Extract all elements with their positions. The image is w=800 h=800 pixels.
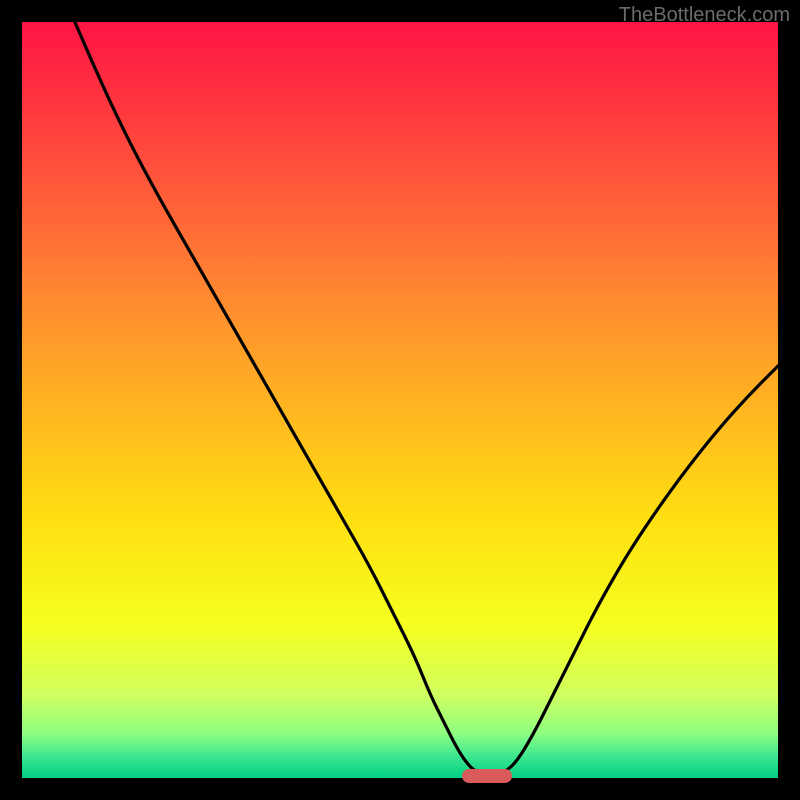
chart-svg bbox=[22, 22, 778, 778]
gradient-background bbox=[22, 22, 778, 778]
minimum-marker bbox=[462, 769, 512, 783]
chart-container: TheBottleneck.com bbox=[0, 0, 800, 800]
plot-area bbox=[22, 22, 778, 778]
watermark-text: TheBottleneck.com bbox=[619, 4, 790, 27]
